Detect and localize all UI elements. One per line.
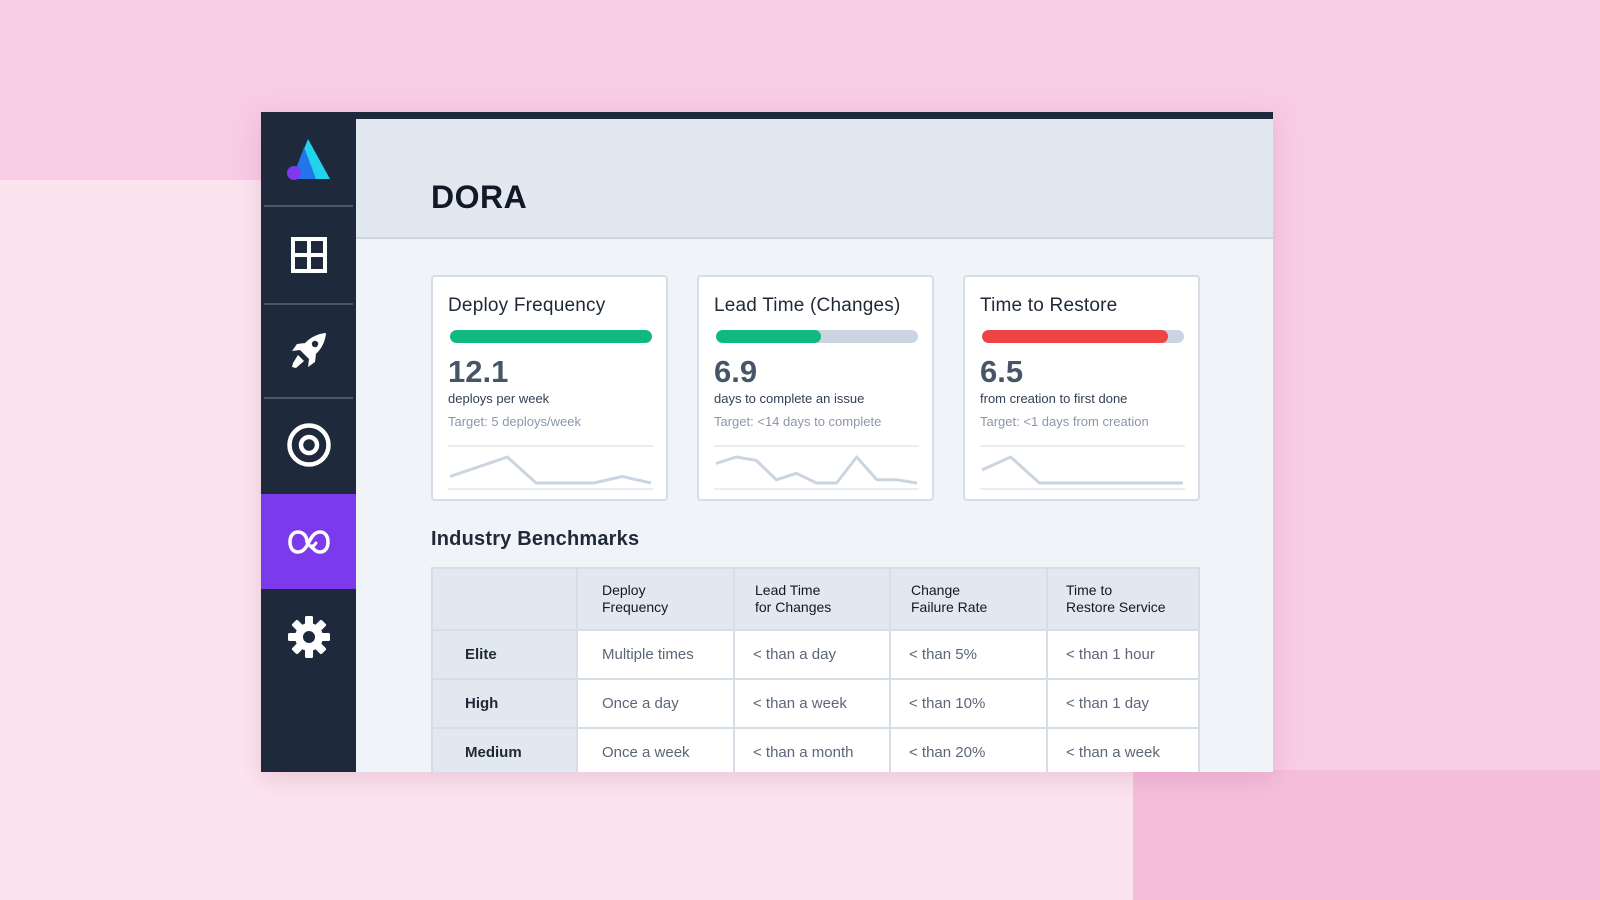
- table-row: Elite Multiple times < than a day < than…: [431, 629, 1200, 680]
- table-row: Medium Once a week < than a month < than…: [431, 727, 1200, 772]
- metric-card-time-to-restore[interactable]: Time to Restore 6.5 from creation to fir…: [963, 275, 1200, 501]
- column-header: Change Failure Rate: [889, 567, 1048, 631]
- column-header: Lead Time for Changes: [733, 567, 891, 631]
- trend-sparkline: [980, 445, 1185, 490]
- benchmarks-table: Deploy Frequency Lead Time for Changes C…: [431, 567, 1200, 772]
- gear-icon: [287, 615, 330, 658]
- metric-value: 6.5: [980, 354, 1024, 389]
- column-header: Deploy Frequency: [576, 567, 735, 631]
- sidebar-item-dashboard[interactable]: [261, 207, 356, 303]
- metric-title: Time to Restore: [980, 295, 1118, 316]
- sidebar-divider: [264, 397, 353, 399]
- column-header: Time to Restore Service: [1046, 567, 1200, 631]
- sparkline-line: [449, 455, 652, 485]
- table-cell: < than 10%: [889, 678, 1048, 729]
- progress-bar: [450, 330, 652, 343]
- table-cell: Once a week: [576, 727, 735, 772]
- background-shadow: [1133, 770, 1600, 900]
- window-top-bar: [261, 112, 1273, 119]
- metric-title: Deploy Frequency: [448, 295, 606, 316]
- table-cell: < than a week: [1046, 727, 1200, 772]
- sidebar-divider: [264, 205, 353, 207]
- table-cell: Multiple times: [576, 629, 735, 680]
- metric-value: 6.9: [714, 354, 758, 389]
- table-cell: Once a day: [576, 678, 735, 729]
- app-window: DORA Deploy Frequency 12.1 deploys per w…: [261, 112, 1273, 772]
- rocket-icon: [291, 333, 326, 368]
- table-cell: < than a week: [733, 678, 891, 729]
- metric-card-deploy-frequency[interactable]: Deploy Frequency 12.1 deploys per week T…: [431, 275, 668, 501]
- grid-icon: [290, 237, 327, 273]
- metric-target: Target: <14 days to complete: [714, 414, 882, 429]
- sidebar-item-goals[interactable]: [261, 399, 356, 491]
- progress-fill: [450, 330, 652, 343]
- table-cell: < than 1 hour: [1046, 629, 1200, 680]
- table-cell: < than a month: [733, 727, 891, 772]
- column-header: [431, 567, 578, 631]
- sparkline-line: [981, 455, 1183, 485]
- metric-subtitle: deploys per week: [448, 391, 550, 406]
- metric-target: Target: 5 deploys/week: [448, 414, 581, 429]
- sparkline-line: [715, 455, 918, 485]
- benchmarks-title: Industry Benchmarks: [431, 528, 640, 550]
- trend-sparkline: [714, 445, 919, 490]
- metric-subtitle: from creation to first done: [980, 391, 1128, 406]
- metric-value: 12.1: [448, 354, 509, 389]
- loop-icon: [287, 529, 330, 554]
- main-content: DORA Deploy Frequency 12.1 deploys per w…: [356, 119, 1273, 772]
- table-cell: < than a day: [733, 629, 891, 680]
- table-cell: < than 5%: [889, 629, 1048, 680]
- metric-card-lead-time[interactable]: Lead Time (Changes) 6.9 days to complete…: [697, 275, 934, 501]
- table-cell: < than 20%: [889, 727, 1048, 772]
- progress-fill: [716, 330, 822, 343]
- sidebar-divider: [264, 303, 353, 305]
- sidebar-item-deployments[interactable]: [261, 305, 356, 397]
- table-cell: < than 1 day: [1046, 678, 1200, 729]
- row-label: Medium: [431, 727, 578, 772]
- metric-target: Target: <1 days from creation: [980, 414, 1149, 429]
- table-header-row: Deploy Frequency Lead Time for Changes C…: [431, 567, 1200, 631]
- progress-fill: [982, 330, 1168, 343]
- sidebar: [261, 112, 356, 772]
- table-row: High Once a day < than a week < than 10%…: [431, 678, 1200, 729]
- triangle-logo-icon: [286, 138, 330, 180]
- sidebar-item-cycle[interactable]: [261, 494, 356, 589]
- row-label: High: [431, 678, 578, 729]
- trend-sparkline: [448, 445, 653, 490]
- sidebar-item-settings[interactable]: [261, 589, 356, 684]
- page-header: DORA: [356, 119, 1273, 239]
- row-label: Elite: [431, 629, 578, 680]
- target-icon: [286, 423, 331, 467]
- page-title: DORA: [431, 179, 528, 215]
- progress-bar: [716, 330, 918, 343]
- app-logo[interactable]: [261, 112, 356, 205]
- metric-title: Lead Time (Changes): [714, 295, 901, 316]
- progress-bar: [982, 330, 1184, 343]
- metric-subtitle: days to complete an issue: [714, 391, 865, 406]
